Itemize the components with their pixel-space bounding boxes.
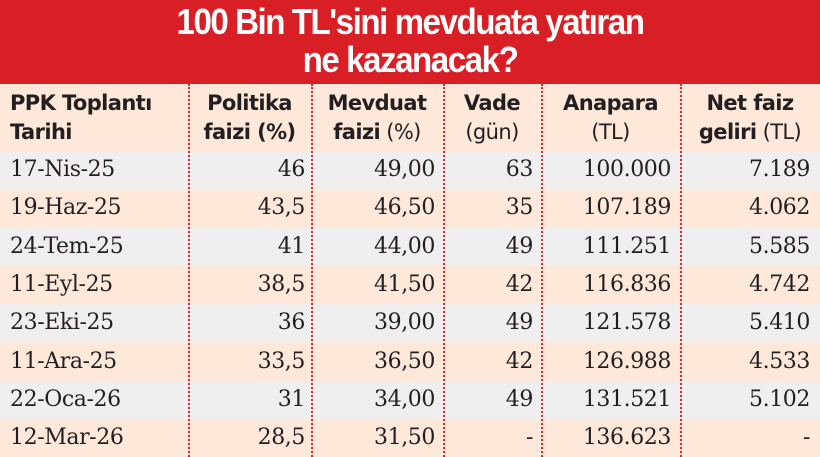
header-text: Anapara xyxy=(563,91,659,115)
table-row: 11-Eyl-25 38,5 41,50 42 116.836 4.742 xyxy=(0,265,820,305)
cell-date: 23-Eki-25 xyxy=(10,310,114,336)
header-policy-rate: Politika faizi (%) xyxy=(188,84,311,151)
header-text: faizi (%) xyxy=(203,120,296,144)
table-header: PPK Toplantı Tarihi Politika faizi (%) M… xyxy=(0,84,820,151)
cell-net-income: 5.585 xyxy=(749,233,810,259)
header-unit: (%) xyxy=(380,120,421,144)
cell-date: 24-Tem-25 xyxy=(10,233,124,259)
title-line-2: ne kazanacak? xyxy=(302,39,519,80)
column-divider xyxy=(311,84,313,457)
cell-date: 22-Oca-26 xyxy=(10,386,121,412)
cell-net-income: 5.410 xyxy=(749,310,810,336)
cell-principal: 126.988 xyxy=(582,348,672,374)
table-row: 12-Mar-26 28,5 31,50 - 136.623 - xyxy=(0,419,820,457)
header-text: Tarihi xyxy=(10,120,73,144)
cell-deposit-rate: 39,00 xyxy=(374,310,435,336)
table-row: 23-Eki-25 36 39,00 49 121.578 5.410 xyxy=(0,304,820,343)
cell-deposit-rate: 36,50 xyxy=(374,348,435,374)
cell-policy-rate: 28,5 xyxy=(257,425,306,451)
header-text: faizi xyxy=(333,120,381,144)
cell-term: - xyxy=(525,425,533,451)
cell-term: 63 xyxy=(505,157,534,182)
cell-policy-rate: 38,5 xyxy=(257,271,306,297)
cell-net-income: 4.742 xyxy=(749,271,810,297)
cell-principal: 107.189 xyxy=(582,195,672,221)
cell-term: 49 xyxy=(505,310,534,336)
header-term: Vade (gün) xyxy=(443,84,541,151)
cell-deposit-rate: 46,50 xyxy=(374,195,435,221)
column-divider xyxy=(443,84,445,457)
cell-term: 49 xyxy=(505,233,534,259)
header-net-income: Net faiz geliri (TL) xyxy=(680,84,820,151)
cell-net-income: 7.189 xyxy=(749,157,810,182)
cell-deposit-rate: 49,00 xyxy=(374,157,435,182)
cell-date: 11-Eyl-25 xyxy=(10,271,113,297)
header-text: Politika xyxy=(207,91,292,115)
cell-net-income: 4.062 xyxy=(749,195,810,221)
cell-net-income: 4.533 xyxy=(749,348,810,374)
header-text: PPK Toplantı xyxy=(10,91,152,115)
cell-policy-rate: 43,5 xyxy=(257,195,306,221)
cell-deposit-rate: 34,00 xyxy=(374,386,435,412)
cell-principal: 116.836 xyxy=(582,271,672,297)
header-text: Mevduat xyxy=(327,91,427,115)
header-text: Vade xyxy=(463,91,521,115)
table-row: 24-Tem-25 41 44,00 49 111.251 5.585 xyxy=(0,227,820,266)
title-banner: 100 Bin TL'sini mevduata yatıran ne kaza… xyxy=(0,0,820,84)
cell-term: 42 xyxy=(505,348,534,374)
cell-policy-rate: 33,5 xyxy=(257,348,306,374)
cell-policy-rate: 31 xyxy=(277,386,306,412)
deposit-table: PPK Toplantı Tarihi Politika faizi (%) M… xyxy=(0,84,820,457)
header-deposit-rate: Mevduat faizi (%) xyxy=(311,84,443,151)
cell-date: 17-Nis-25 xyxy=(10,157,115,182)
cell-deposit-rate: 44,00 xyxy=(374,233,435,259)
cell-principal: 111.251 xyxy=(582,233,672,259)
cell-date: 12-Mar-26 xyxy=(10,425,124,451)
title-line-1: 100 Bin TL'sini mevduata yatıran xyxy=(176,1,645,42)
cell-date: 19-Haz-25 xyxy=(10,195,122,221)
cell-date: 11-Ara-25 xyxy=(10,348,117,374)
cell-term: 35 xyxy=(505,195,534,221)
table-row: 22-Oca-26 31 34,00 49 131.521 5.102 xyxy=(0,380,820,420)
table-row: 19-Haz-25 43,5 46,50 35 107.189 4.062 xyxy=(0,189,820,228)
cell-net-income: 5.102 xyxy=(749,386,810,412)
column-divider xyxy=(541,84,543,457)
cell-policy-rate: 36 xyxy=(277,310,306,336)
header-unit: (gün) xyxy=(465,120,519,144)
cell-principal: 100.000 xyxy=(582,157,672,182)
header-unit: (TL) xyxy=(756,120,802,144)
table-row: 17-Nis-25 46 49,00 63 100.000 7.189 xyxy=(0,151,820,190)
column-divider xyxy=(188,84,190,457)
column-divider xyxy=(680,84,682,457)
cell-term: 42 xyxy=(505,271,534,297)
cell-net-income: - xyxy=(802,425,810,451)
table-row: 11-Ara-25 33,5 36,50 42 126.988 4.533 xyxy=(0,342,820,381)
header-text: Net faiz xyxy=(706,91,794,115)
cell-principal: 136.623 xyxy=(582,425,672,451)
header-text: geliri xyxy=(698,120,757,144)
header-principal: Anapara (TL) xyxy=(541,84,680,151)
cell-policy-rate: 41 xyxy=(277,233,306,259)
cell-principal: 121.578 xyxy=(582,310,672,336)
cell-principal: 131.521 xyxy=(582,386,672,412)
cell-term: 49 xyxy=(505,386,534,412)
cell-policy-rate: 46 xyxy=(277,157,306,182)
cell-deposit-rate: 31,50 xyxy=(374,425,435,451)
cell-deposit-rate: 41,50 xyxy=(374,271,435,297)
header-ppk-date: PPK Toplantı Tarihi xyxy=(10,84,185,151)
header-unit: (TL) xyxy=(591,120,630,144)
